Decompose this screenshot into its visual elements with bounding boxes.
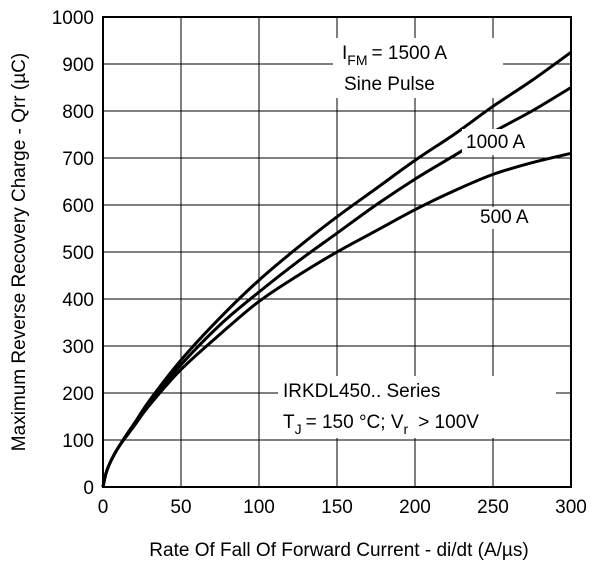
sine-pulse-label: Sine Pulse (344, 74, 435, 95)
y-tick-label: 600 (62, 196, 94, 217)
a500-label-bg (478, 207, 546, 229)
series-label-500a: 500 A (480, 207, 529, 228)
x-tick-label: 250 (477, 497, 509, 518)
y-tick-label: 900 (62, 55, 94, 76)
a1000-label-bg (462, 129, 554, 155)
conditions-label: TJ = 150 °C; Vr > 100V (283, 412, 479, 437)
x-tick-label: 300 (555, 497, 587, 518)
y-axis-label: Maximum Reverse Recovery Charge - Qrr (µ… (9, 53, 30, 451)
y-tick-label: 400 (62, 290, 94, 311)
series-name-label: IRKDL450.. Series (283, 381, 440, 402)
y-tick-label: 800 (62, 102, 94, 123)
x-axis-label: Rate Of Fall Of Forward Current - di/dt … (149, 540, 528, 561)
series-label-1000a: 1000 A (466, 132, 525, 153)
y-tick-label: 200 (62, 384, 94, 405)
y-tick-label: 0 (83, 478, 94, 499)
y-tick-label: 300 (62, 337, 94, 358)
ifm-label-bg (333, 38, 503, 98)
y-tick-labels: 0 100 200 300 400 500 600 700 800 900 1000 (52, 8, 94, 499)
ifm-label: IFM = 1500 A (342, 43, 447, 68)
x-tick-label: 150 (321, 497, 353, 518)
series-line-2 (101, 151, 572, 488)
x-tick-label: 0 (98, 497, 109, 518)
x-tick-label: 50 (170, 497, 191, 518)
x-tick-labels: 0 50 100 150 200 250 300 (98, 497, 587, 518)
x-tick-label: 200 (399, 497, 431, 518)
conditions-bg (278, 376, 556, 438)
plot-frame (102, 16, 572, 488)
y-tick-label: 100 (62, 431, 94, 452)
y-tick-label: 500 (62, 243, 94, 264)
y-tick-label: 1000 (52, 8, 94, 29)
x-tick-label: 100 (243, 497, 275, 518)
y-tick-label: 700 (62, 149, 94, 170)
